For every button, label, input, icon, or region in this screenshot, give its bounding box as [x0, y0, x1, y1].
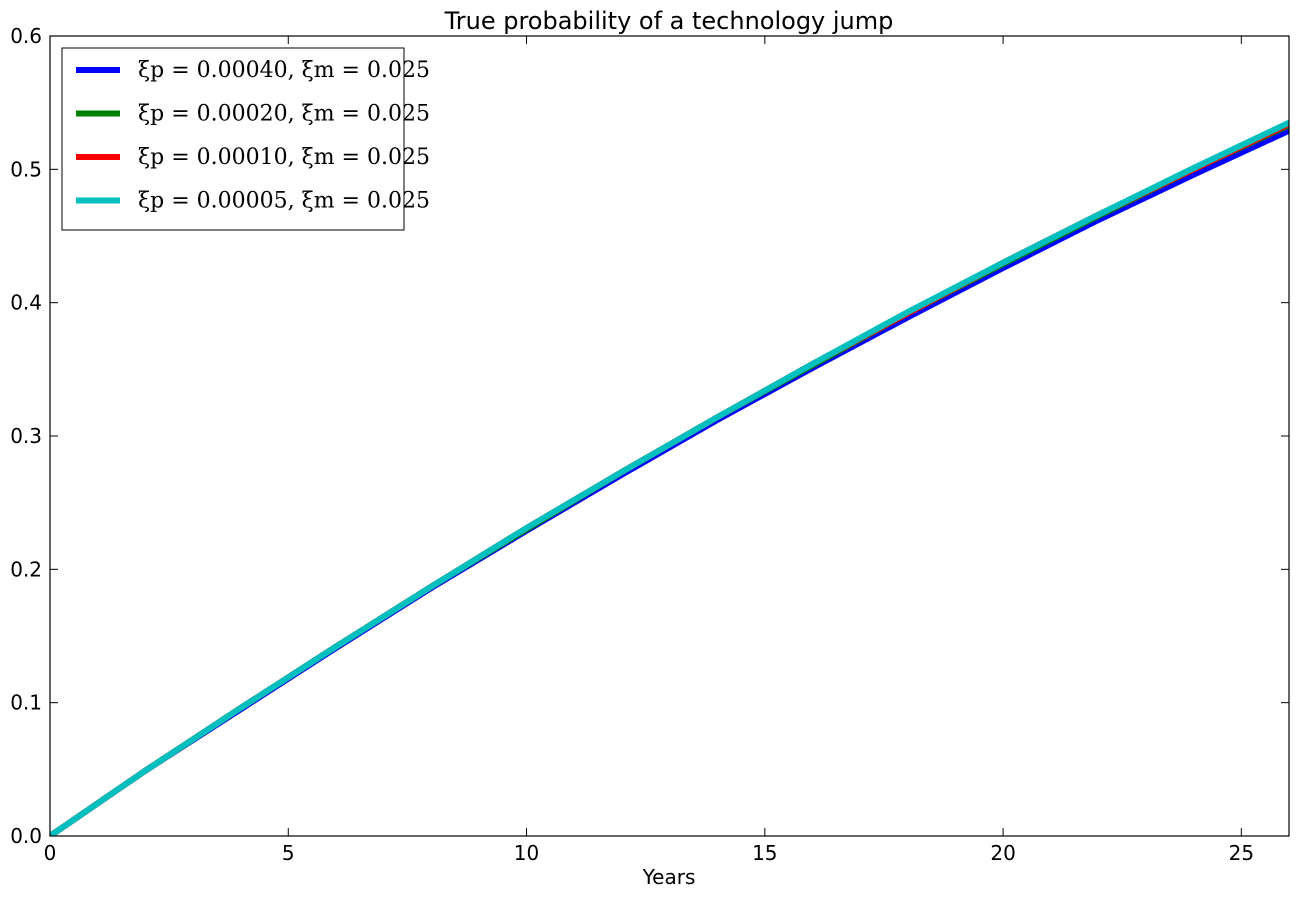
chart-title: True probability of a technology jump [444, 7, 894, 35]
y-tick-label: 0.4 [10, 291, 42, 315]
y-tick-label: 0.1 [10, 691, 42, 715]
y-tick-label: 0.3 [10, 424, 42, 448]
y-tick-label: 0.6 [10, 24, 42, 48]
x-tick-label: 15 [752, 841, 777, 865]
series-line-4 [50, 119, 1289, 836]
x-tick-label: 10 [514, 841, 539, 865]
series-layer [50, 119, 1289, 836]
y-tick-label: 0.5 [10, 157, 42, 181]
y-tick-label: 0.0 [10, 824, 42, 848]
x-axis-title: Years [642, 865, 696, 889]
series-line-3 [50, 121, 1289, 836]
y-tick-label: 0.2 [10, 557, 42, 581]
series-line-2 [50, 122, 1289, 836]
x-tick-label: 0 [44, 841, 57, 865]
legend-label-4: ξp = 0.00005, ξm = 0.025 [138, 189, 430, 214]
series-line-1 [50, 127, 1289, 836]
legend-label-2: ξp = 0.00020, ξm = 0.025 [138, 102, 430, 127]
legend-label-1: ξp = 0.00040, ξm = 0.025 [138, 58, 430, 83]
legend-label-3: ξp = 0.00010, ξm = 0.025 [138, 145, 430, 170]
legend: ξp = 0.00040, ξm = 0.025 ξp = 0.00020, ξm… [61, 47, 430, 231]
x-tick-label: 25 [1229, 841, 1254, 865]
x-tick-label: 5 [282, 841, 295, 865]
ticks-layer: 0 5 10 15 20 25 0.0 0.1 0.2 0.3 0.4 0.5 0.6 [10, 24, 1289, 865]
x-tick-label: 20 [990, 841, 1015, 865]
